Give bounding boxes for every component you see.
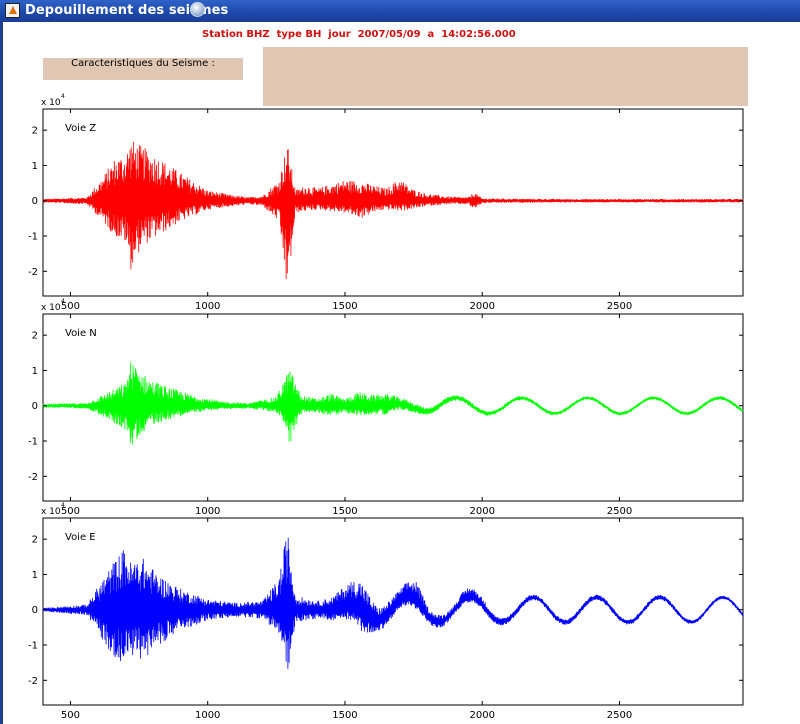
xtick-label-z-2500: 2500 (607, 301, 632, 312)
xtick-label-e-500: 500 (61, 710, 80, 721)
ytick-label-n-1: 1 (32, 366, 38, 377)
xtick-label-n-1500: 1500 (332, 506, 357, 517)
ytick-label-n--1: -1 (28, 437, 38, 448)
exponent-sup-z: 4 (61, 93, 65, 100)
ytick-label-e-1: 1 (32, 570, 38, 581)
xtick-label-e-1500: 1500 (332, 710, 357, 721)
trace-e (42, 537, 744, 669)
xtick-label-e-2000: 2000 (469, 710, 494, 721)
channel-label-z: Voie Z (65, 123, 96, 134)
info-text-panel[interactable] (263, 47, 748, 106)
xtick-label-n-2500: 2500 (607, 506, 632, 517)
title-bar: Depouillement des seismes (0, 0, 800, 22)
matlab-app-icon (5, 3, 20, 18)
ytick-label-e-0: 0 (32, 605, 38, 616)
ytick-label-z-1: 1 (32, 161, 38, 172)
xtick-label-n-2000: 2000 (469, 506, 494, 517)
exponent-sup-n: 4 (61, 298, 65, 305)
station-header: Station BHZ type BH jour 2007/05/09 a 14… (202, 29, 516, 40)
xtick-label-z-1500: 1500 (332, 301, 357, 312)
caracteristiques-panel: Caracteristiques du Seisme : (43, 58, 243, 80)
ytick-label-z-2: 2 (32, 126, 38, 137)
xtick-label-e-1000: 1000 (195, 710, 220, 721)
channel-label-n: Voie N (65, 328, 97, 339)
xtick-label-z-2000: 2000 (469, 301, 494, 312)
ytick-label-z--1: -1 (28, 232, 38, 243)
ytick-label-e--1: -1 (28, 641, 38, 652)
ytick-label-e--2: -2 (28, 676, 38, 687)
trace-z (42, 141, 744, 280)
exponent-sup-e: 4 (61, 502, 65, 509)
window-title: Depouillement des seismes (25, 3, 229, 18)
trace-n (42, 362, 744, 445)
xtick-label-n-500: 500 (61, 506, 80, 517)
caracteristiques-label: Caracteristiques du Seisme : (71, 58, 215, 69)
figure-icon (190, 2, 205, 17)
window-frame-left (0, 22, 3, 724)
xtick-label-n-1000: 1000 (195, 506, 220, 517)
xtick-label-e-2500: 2500 (607, 710, 632, 721)
exponent-label-e: x 10 (41, 507, 61, 517)
ytick-label-e-2: 2 (32, 535, 38, 546)
ytick-label-n--2: -2 (28, 472, 38, 483)
ytick-label-n-2: 2 (32, 331, 38, 342)
exponent-label-n: x 10 (41, 303, 61, 313)
xtick-label-z-1000: 1000 (195, 301, 220, 312)
exponent-label-z: x 10 (41, 98, 61, 108)
xtick-label-z-500: 500 (61, 301, 80, 312)
ytick-label-n-0: 0 (32, 401, 38, 412)
ytick-label-z-0: 0 (32, 196, 38, 207)
ytick-label-z--2: -2 (28, 267, 38, 278)
channel-label-e: Voie E (65, 532, 96, 543)
